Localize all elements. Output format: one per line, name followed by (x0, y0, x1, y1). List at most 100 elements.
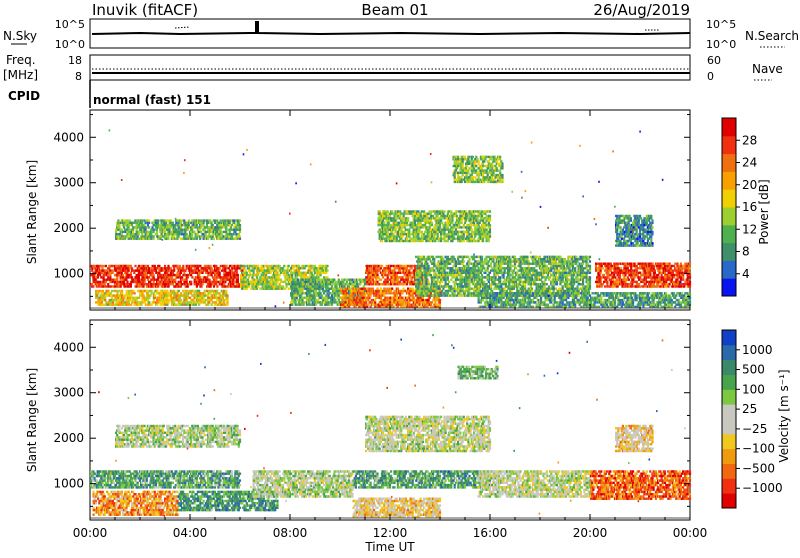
data-cell (342, 281, 344, 283)
data-cell (200, 222, 202, 224)
data-cell (474, 235, 476, 237)
data-cell (398, 229, 400, 231)
data-cell (489, 233, 491, 235)
data-cell (101, 267, 103, 269)
data-cell (107, 283, 109, 285)
data-cell (441, 222, 443, 224)
data-cell (416, 224, 418, 226)
data-cell (225, 238, 227, 240)
data-cell (99, 281, 101, 283)
data-cell (221, 269, 223, 271)
data-cell (499, 172, 501, 174)
data-cell (321, 304, 323, 306)
data-cell (386, 219, 388, 221)
data-cell (426, 233, 428, 235)
data-cell (326, 299, 328, 301)
data-cell (306, 304, 308, 306)
data-cell (296, 297, 298, 299)
data-cell (225, 226, 227, 228)
data-cell (109, 274, 111, 276)
data-cell (128, 292, 130, 294)
data-cell (481, 169, 483, 171)
data-cell (401, 235, 403, 237)
data-cell (482, 238, 484, 240)
data-cell (186, 304, 188, 306)
data-cell (173, 267, 175, 269)
data-cell (489, 176, 491, 178)
data-cell (404, 231, 406, 233)
data-cell (215, 301, 217, 303)
data-cell (309, 292, 311, 294)
data-cell (305, 281, 307, 283)
data-cell (224, 285, 226, 287)
data-cell (216, 224, 218, 226)
data-cell (467, 238, 469, 240)
data-cell (446, 235, 448, 237)
data-cell (172, 272, 174, 274)
data-cell (233, 229, 235, 231)
data-cell (406, 224, 408, 226)
data-cell (406, 297, 408, 299)
data-cell (115, 304, 117, 306)
data-cell (101, 272, 103, 274)
data-cell (484, 213, 486, 215)
data-cell (401, 219, 403, 221)
data-cell (126, 224, 128, 226)
data-cell (320, 292, 322, 294)
data-cell (434, 217, 436, 219)
data-cell (476, 179, 478, 181)
data-cell (473, 213, 475, 215)
data-cell (264, 279, 266, 281)
data-cell (161, 281, 163, 283)
data-cell (198, 269, 200, 271)
data-cell (447, 240, 449, 242)
data-cell (372, 276, 374, 278)
data-cell (424, 231, 426, 233)
data-cell (424, 219, 426, 221)
data-cell (138, 276, 140, 278)
data-cell (364, 281, 366, 283)
data-cell (117, 290, 119, 292)
data-cell (141, 233, 143, 235)
data-cell (157, 279, 159, 281)
data-cell (123, 219, 125, 221)
data-cell (311, 267, 313, 269)
data-cell (408, 210, 410, 212)
data-cell (111, 297, 113, 299)
data-cell (92, 285, 94, 287)
data-cell (467, 231, 469, 233)
data-cell (380, 297, 382, 299)
data-cell (401, 276, 403, 278)
data-cell (147, 279, 149, 281)
data-cell (380, 283, 382, 285)
data-cell (91, 267, 93, 269)
data-cell (145, 229, 147, 231)
data-cell (120, 222, 122, 224)
data-cell (148, 267, 150, 269)
data-cell (364, 288, 366, 290)
data-cell (396, 274, 398, 276)
data-cell (120, 267, 122, 269)
data-cell (128, 269, 130, 271)
data-cell (398, 222, 400, 224)
data-cell (345, 283, 347, 285)
data-cell (390, 238, 392, 240)
data-cell (417, 233, 419, 235)
data-cell (172, 238, 174, 240)
data-cell (134, 226, 136, 228)
data-cell (432, 288, 434, 290)
data-cell (228, 267, 230, 269)
data-cell (203, 233, 205, 235)
data-cell (338, 290, 340, 292)
data-cell (208, 301, 210, 303)
data-cell (163, 269, 165, 271)
data-cell (462, 174, 464, 176)
data-cell (305, 265, 307, 267)
data-cell (400, 279, 402, 281)
data-cell (161, 233, 163, 235)
data-cell (461, 226, 463, 228)
data-cell (384, 226, 386, 228)
data-cell (371, 269, 373, 271)
data-cell (304, 301, 306, 303)
